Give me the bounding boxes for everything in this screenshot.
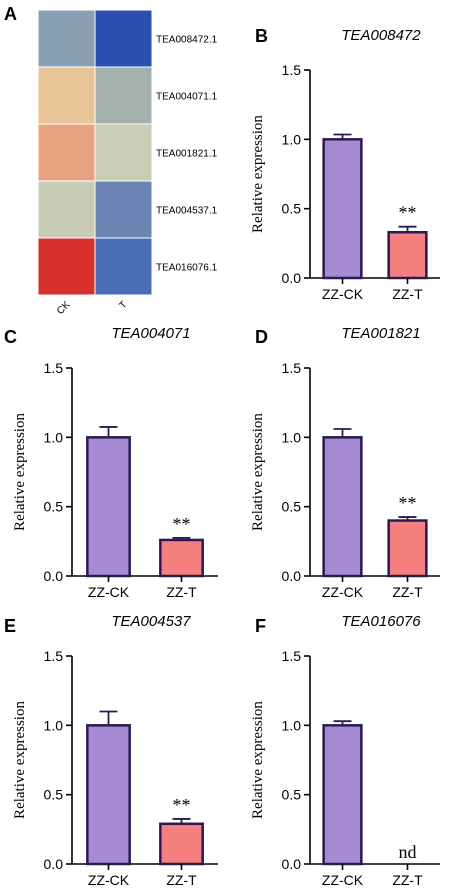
chart-title: TEA008472 — [341, 27, 421, 44]
bar-zz-t — [387, 230, 428, 280]
chart-title: TEA004071 — [111, 325, 190, 342]
chart-panel-e: E TEA004537 0.0 0.5 1.0 1.5 Relative expressio… — [4, 613, 218, 888]
y-tick-label: 0.5 — [282, 787, 302, 803]
x-tick-label: ZZ-T — [166, 584, 197, 600]
x-tick-label: ZZ-T — [166, 872, 197, 888]
y-axis-label: Relative expression — [250, 701, 266, 819]
chart-title: TEA001821 — [341, 325, 420, 342]
x-tick-label: ZZ-CK — [322, 584, 364, 600]
heatmap-cell — [37, 237, 96, 296]
heatmap-cell — [94, 9, 153, 68]
significance-label: ** — [399, 493, 417, 513]
y-axis-label: Relative expression — [12, 701, 28, 819]
chart-panel-c: C TEA004071 0.0 0.5 1.0 1.5 Relative expressio… — [4, 325, 218, 600]
bar-zz-t — [159, 822, 204, 866]
significance-label: ** — [399, 203, 417, 223]
bar-zz-ck — [86, 436, 131, 578]
bar-zz-t — [159, 538, 204, 578]
heatmap-cell — [94, 180, 153, 239]
x-tick-label: ZZ-CK — [322, 286, 364, 302]
bar-zz-ck — [86, 724, 131, 866]
bar-charts: B TEA008472 0.0 0.5 1.0 1.5 Relative expressio… — [4, 26, 440, 888]
y-tick-label: 0.5 — [282, 201, 302, 217]
heatmap-cell — [37, 123, 96, 182]
significance-label: ** — [173, 795, 191, 815]
x-tick-label: ZZ-T — [392, 584, 423, 600]
x-tick-label: ZZ-T — [392, 872, 423, 888]
heatmap-col-label: T — [118, 299, 130, 311]
heatmap-panel-a: A TEA008472.1 TEA004071.1 TEA001821.1 TEA004… — [4, 4, 218, 317]
y-tick-label: 0.0 — [282, 568, 302, 584]
y-tick-label: 0.0 — [282, 856, 302, 872]
bar-zz-ck — [322, 436, 363, 578]
heatmap-cell — [94, 66, 153, 125]
y-tick-label: 1.5 — [44, 360, 64, 376]
y-tick-label: 0.5 — [282, 499, 302, 515]
y-tick-label: 0.0 — [282, 270, 302, 286]
heatmap-row-label: TEA001821.1 — [156, 149, 218, 160]
y-tick-label: 1.0 — [282, 429, 302, 445]
y-tick-label: 1.0 — [44, 717, 64, 733]
y-tick-label: 1.0 — [44, 429, 64, 445]
x-tick-label: ZZ-CK — [88, 872, 130, 888]
bar-zz-t — [387, 519, 428, 578]
heatmap-cell — [37, 66, 96, 125]
panel-letter: E — [4, 616, 16, 636]
panel-letter: B — [255, 26, 268, 46]
heatmap-col-label: CK — [55, 299, 73, 317]
y-tick-label: 1.5 — [44, 648, 64, 664]
chart-panel-b: B TEA008472 0.0 0.5 1.0 1.5 Relative expressio… — [250, 26, 440, 302]
y-tick-label: 0.5 — [44, 787, 64, 803]
bar-zz-ck — [322, 724, 363, 866]
heatmap-row-label: TEA016076.1 — [156, 263, 218, 274]
heatmap-cell — [37, 9, 96, 68]
panel-letter: F — [255, 616, 266, 636]
panel-letter: C — [4, 327, 17, 347]
y-tick-label: 1.5 — [282, 62, 302, 78]
x-tick-label: ZZ-T — [392, 286, 423, 302]
heatmap-row-label: TEA008472.1 — [156, 35, 218, 46]
x-tick-label: ZZ-CK — [322, 872, 364, 888]
heatmap-cell — [94, 123, 153, 182]
significance-label: ** — [173, 514, 191, 534]
y-tick-label: 1.0 — [282, 131, 302, 147]
y-tick-label: 1.0 — [282, 717, 302, 733]
heatmap-cell — [94, 237, 153, 296]
y-tick-label: 1.5 — [282, 360, 302, 376]
y-tick-label: 0.5 — [44, 499, 64, 515]
heatmap-cell — [37, 180, 96, 239]
panel-letter: D — [255, 327, 268, 347]
chart-panel-d: D TEA001821 0.0 0.5 1.0 1.5 Relative expressio… — [250, 325, 440, 600]
heatmap-row-label: TEA004071.1 — [156, 92, 218, 103]
chart-panel-f: F TEA016076 0.0 0.5 1.0 1.5 Relative expressio… — [250, 613, 440, 888]
y-tick-label: 0.0 — [44, 856, 64, 872]
x-tick-label: ZZ-CK — [88, 584, 130, 600]
y-tick-label: 1.5 — [282, 648, 302, 664]
bar-zz-ck — [322, 138, 363, 280]
panel-letter-a: A — [4, 4, 17, 24]
y-axis-label: Relative expression — [12, 413, 28, 531]
significance-label: nd — [399, 842, 417, 862]
chart-title: TEA004537 — [111, 613, 191, 630]
y-axis-label: Relative expression — [250, 115, 266, 233]
chart-title: TEA016076 — [341, 613, 421, 630]
y-axis-label: Relative expression — [250, 413, 266, 531]
heatmap-row-label: TEA004537.1 — [156, 206, 218, 217]
y-tick-label: 0.0 — [44, 568, 64, 584]
